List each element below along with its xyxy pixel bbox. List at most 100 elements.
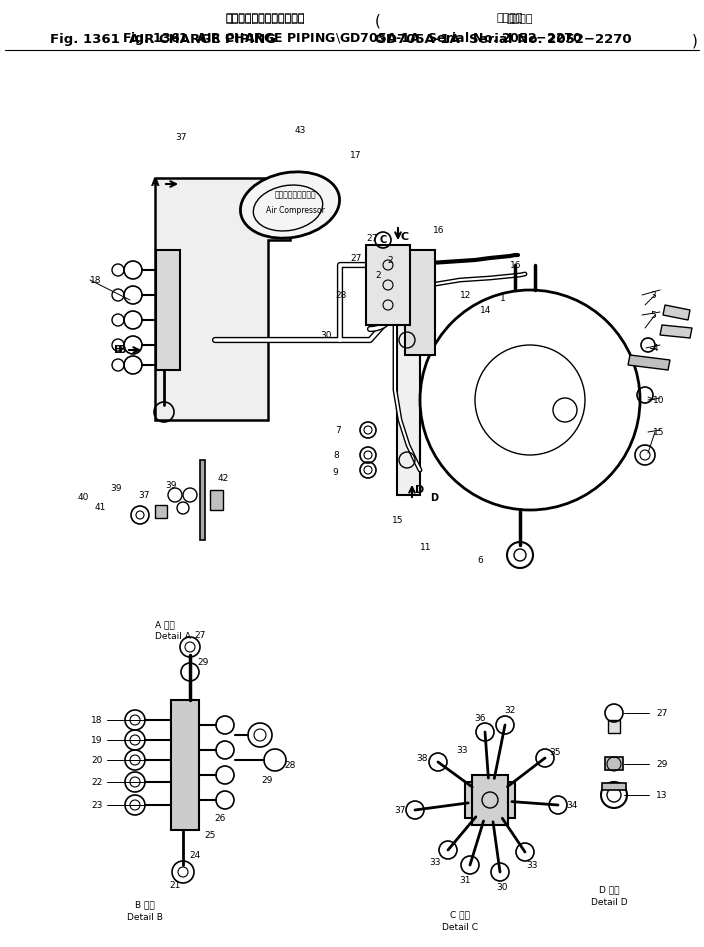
Text: 27: 27 bbox=[194, 631, 206, 639]
Text: 28: 28 bbox=[284, 760, 296, 770]
Text: 26: 26 bbox=[214, 813, 226, 823]
Text: Fig. 1361  AIR CHARGE PIPING$\backslash$GD705A-1A  Serial No. 2052−2270: Fig. 1361 AIR CHARGE PIPING$\backslash$G… bbox=[122, 30, 582, 47]
Text: エアーチャージパイピング: エアーチャージパイピング bbox=[225, 13, 305, 23]
Text: C: C bbox=[401, 232, 409, 242]
Polygon shape bbox=[660, 325, 692, 338]
Text: 15: 15 bbox=[392, 515, 403, 525]
Text: Fig. 1361  AIR CHARGE PIPING: Fig. 1361 AIR CHARGE PIPING bbox=[50, 33, 276, 46]
Text: 33: 33 bbox=[456, 745, 467, 755]
Text: Detail A: Detail A bbox=[155, 632, 191, 641]
Text: D 詳細: D 詳細 bbox=[598, 885, 620, 895]
Polygon shape bbox=[200, 460, 205, 540]
Polygon shape bbox=[156, 250, 180, 370]
Text: 12: 12 bbox=[460, 291, 472, 299]
Text: 20: 20 bbox=[92, 756, 103, 764]
Text: 37: 37 bbox=[138, 491, 149, 499]
Text: 4: 4 bbox=[653, 344, 659, 352]
Text: 32: 32 bbox=[504, 706, 516, 714]
Polygon shape bbox=[397, 305, 420, 495]
Text: 適用号機: 適用号機 bbox=[507, 14, 533, 24]
Text: 16: 16 bbox=[510, 260, 522, 270]
Text: 1: 1 bbox=[500, 294, 505, 302]
Polygon shape bbox=[465, 782, 515, 818]
Polygon shape bbox=[608, 720, 620, 733]
Text: D: D bbox=[430, 493, 438, 503]
Text: 3: 3 bbox=[650, 291, 655, 299]
Polygon shape bbox=[155, 505, 167, 518]
Text: A 詳細: A 詳細 bbox=[155, 620, 175, 629]
Text: 42: 42 bbox=[218, 474, 230, 483]
Text: 13: 13 bbox=[656, 791, 667, 799]
Text: 43: 43 bbox=[295, 126, 306, 134]
Text: 18: 18 bbox=[90, 276, 101, 284]
Text: 29: 29 bbox=[656, 759, 667, 769]
Polygon shape bbox=[366, 245, 410, 325]
Text: 6: 6 bbox=[477, 556, 483, 564]
Text: 5: 5 bbox=[650, 311, 655, 319]
Text: 31: 31 bbox=[459, 875, 471, 884]
Text: Air Compressor: Air Compressor bbox=[265, 205, 325, 215]
Text: 23: 23 bbox=[92, 800, 103, 810]
Text: 15: 15 bbox=[653, 427, 665, 437]
Text: Detail D: Detail D bbox=[591, 898, 627, 906]
Polygon shape bbox=[602, 783, 626, 790]
Text: ): ) bbox=[692, 33, 698, 48]
Text: A: A bbox=[151, 178, 159, 188]
Text: エアーチャージパイピング: エアーチャージパイピング bbox=[225, 14, 305, 24]
Polygon shape bbox=[155, 178, 290, 420]
Text: 39: 39 bbox=[110, 484, 122, 492]
Text: 33: 33 bbox=[429, 857, 441, 867]
Text: 27: 27 bbox=[656, 708, 667, 718]
Text: GD705A-1A  Serial No. 2052−2270: GD705A-1A Serial No. 2052−2270 bbox=[375, 33, 631, 46]
Text: Detail C: Detail C bbox=[442, 922, 478, 932]
Text: エアーコンプレッサ: エアーコンプレッサ bbox=[274, 190, 316, 200]
Text: 19: 19 bbox=[92, 736, 103, 744]
Text: 30: 30 bbox=[320, 331, 332, 340]
Text: 41: 41 bbox=[95, 503, 106, 511]
Text: 25: 25 bbox=[204, 831, 215, 839]
Text: 10: 10 bbox=[653, 396, 665, 404]
Text: 29: 29 bbox=[261, 776, 272, 784]
Text: 37: 37 bbox=[394, 806, 406, 814]
Text: 27: 27 bbox=[350, 254, 361, 262]
Text: B: B bbox=[118, 345, 125, 355]
Text: 40: 40 bbox=[78, 492, 89, 502]
Text: B: B bbox=[114, 345, 122, 355]
Polygon shape bbox=[628, 355, 670, 370]
Text: C 詳細: C 詳細 bbox=[450, 910, 470, 920]
Ellipse shape bbox=[241, 171, 339, 238]
Text: 27: 27 bbox=[366, 234, 377, 242]
Polygon shape bbox=[472, 775, 508, 825]
Text: 39: 39 bbox=[165, 480, 177, 490]
Text: D: D bbox=[415, 485, 425, 495]
Text: 16: 16 bbox=[433, 225, 444, 235]
Polygon shape bbox=[210, 490, 223, 510]
Text: 38: 38 bbox=[416, 754, 428, 762]
Text: 22: 22 bbox=[92, 777, 103, 787]
Polygon shape bbox=[605, 757, 623, 770]
Text: 29: 29 bbox=[197, 657, 208, 667]
Text: C: C bbox=[380, 235, 387, 245]
Text: 7: 7 bbox=[335, 425, 341, 435]
Text: 14: 14 bbox=[480, 306, 491, 314]
Polygon shape bbox=[663, 305, 690, 320]
Text: 17: 17 bbox=[350, 151, 361, 159]
Text: 24: 24 bbox=[189, 850, 201, 860]
Text: (: ( bbox=[375, 13, 381, 28]
Text: 2: 2 bbox=[375, 271, 381, 279]
Text: 30: 30 bbox=[496, 883, 508, 891]
Text: 37: 37 bbox=[175, 133, 187, 141]
Text: 21: 21 bbox=[170, 881, 181, 889]
Text: 9: 9 bbox=[332, 468, 338, 476]
Text: 適用号機: 適用号機 bbox=[497, 13, 523, 23]
Text: Detail B: Detail B bbox=[127, 913, 163, 921]
Text: 11: 11 bbox=[420, 543, 432, 551]
Text: 36: 36 bbox=[474, 713, 486, 723]
Text: 18: 18 bbox=[92, 716, 103, 724]
Text: 34: 34 bbox=[566, 800, 578, 810]
Text: 35: 35 bbox=[549, 747, 561, 757]
Text: 8: 8 bbox=[333, 451, 339, 459]
Text: B 詳細: B 詳細 bbox=[135, 901, 155, 909]
Polygon shape bbox=[171, 700, 199, 830]
Polygon shape bbox=[405, 250, 435, 355]
